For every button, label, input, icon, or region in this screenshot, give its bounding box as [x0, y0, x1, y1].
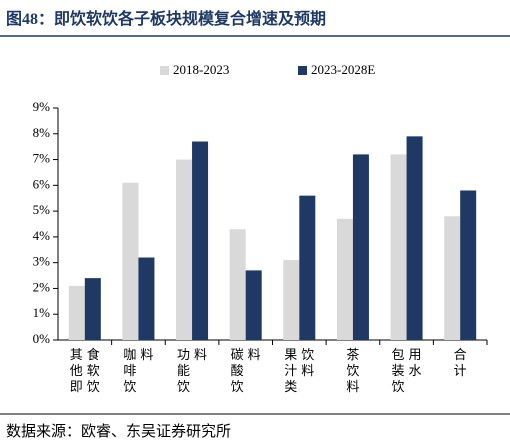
bar: [245, 270, 262, 340]
y-tick-label: 0%: [33, 331, 51, 346]
bar: [444, 216, 461, 340]
legend-swatch: [298, 66, 307, 75]
bar: [390, 154, 407, 340]
y-tick-label: 6%: [33, 176, 51, 191]
bar: [460, 190, 477, 340]
y-tick-label: 3%: [33, 254, 51, 269]
bar: [352, 154, 369, 340]
bar: [336, 218, 353, 340]
x-tick-label: 茶饮料: [346, 347, 359, 394]
bar: [283, 260, 300, 340]
x-tick-label: 合计: [454, 347, 467, 378]
x-tick-label: 功能饮料: [177, 347, 207, 394]
y-tick-label: 5%: [33, 202, 51, 217]
bar: [192, 141, 209, 340]
y-tick-label: 9%: [33, 99, 51, 114]
y-tick-label: 1%: [33, 305, 51, 320]
bar: [84, 278, 101, 340]
bar: [229, 229, 246, 340]
y-tick-label: 4%: [33, 228, 51, 243]
x-tick-label: 碳酸饮料: [231, 347, 261, 394]
bar: [138, 257, 155, 340]
x-tick-label: 果汁类饮料: [284, 347, 314, 394]
x-tick-label: 咖啡饮料: [123, 347, 153, 394]
bar: [406, 136, 423, 340]
bar: [299, 195, 316, 340]
source: 数据来源：欧睿、东吴证券研究所: [6, 423, 231, 440]
bar: [122, 182, 139, 340]
y-tick-label: 2%: [33, 279, 51, 294]
bar: [176, 159, 193, 340]
legend-label: 2018-2023: [173, 62, 229, 77]
x-tick-label: 其他即食软饮: [70, 347, 100, 394]
x-tick-label: 包装饮用水: [392, 347, 422, 394]
y-tick-label: 7%: [33, 151, 51, 166]
bar: [68, 285, 85, 340]
y-tick-label: 8%: [33, 125, 51, 140]
legend-label: 2023-2028E: [311, 62, 375, 77]
legend-swatch: [160, 66, 169, 75]
chart-title: 图48：即饮软饮各子板块规模复合增速及预期: [6, 9, 326, 28]
